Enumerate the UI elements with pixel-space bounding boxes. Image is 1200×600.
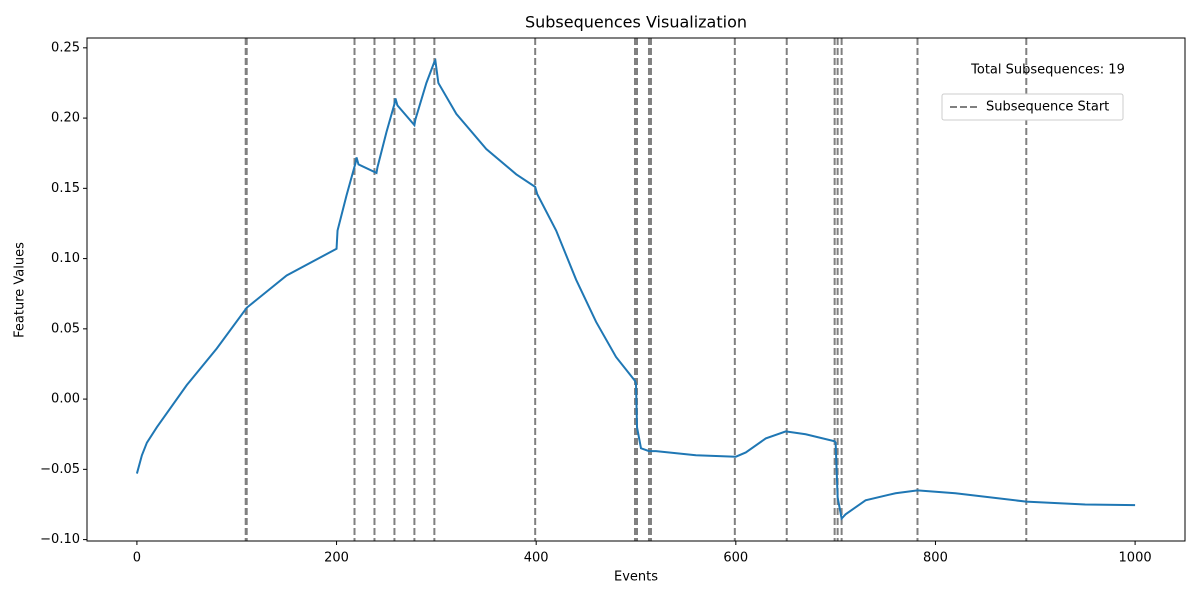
x-axis-label: Events bbox=[614, 570, 658, 585]
y-tick-label: 0.25 bbox=[51, 40, 80, 55]
legend-box bbox=[941, 93, 1124, 121]
y-tick-label: −0.05 bbox=[40, 462, 80, 477]
x-tick-label: 200 bbox=[324, 551, 349, 566]
y-tick-label: −0.10 bbox=[40, 532, 80, 547]
x-tick-label: 600 bbox=[723, 551, 748, 566]
x-tick-label: 400 bbox=[524, 551, 549, 566]
x-tick-label: 800 bbox=[923, 551, 948, 566]
plot-frame bbox=[86, 37, 1186, 542]
annotation: Total Subsequences: 19 bbox=[970, 63, 1125, 78]
y-axis-label: Feature Values bbox=[13, 242, 28, 338]
y-tick-label: 0.20 bbox=[51, 111, 80, 126]
y-tick-label: 0.15 bbox=[51, 181, 80, 196]
y-tick-label: 0.00 bbox=[51, 392, 80, 407]
x-tick-label: 1000 bbox=[1119, 551, 1152, 566]
legend-label: Subsequence Start bbox=[986, 100, 1109, 115]
data-line bbox=[135, 57, 1136, 521]
chart-title: Subsequences Visualization bbox=[525, 13, 747, 32]
y-tick-label: 0.05 bbox=[51, 321, 80, 336]
x-tick-label: 0 bbox=[133, 551, 141, 566]
y-tick-label: 0.10 bbox=[51, 251, 80, 266]
